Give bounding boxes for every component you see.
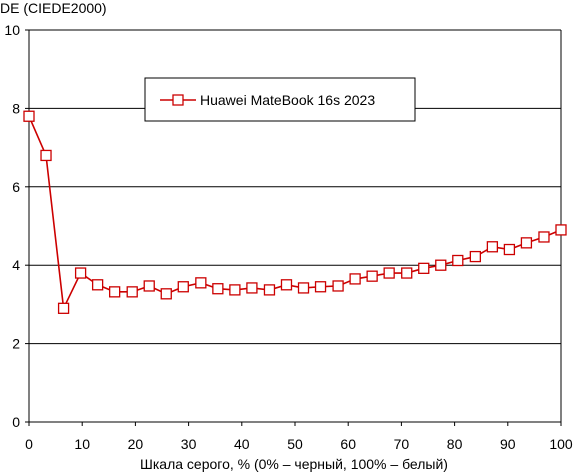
data-point: [503, 243, 516, 256]
data-point: [195, 277, 207, 289]
x-tick-label: 0: [25, 436, 33, 452]
grid-lines: [29, 29, 561, 345]
data-point: [40, 149, 52, 162]
x-tick-label: 70: [394, 436, 410, 452]
data-series: [23, 110, 567, 314]
data-point: [520, 237, 533, 249]
data-point: [418, 262, 430, 274]
data-point: [23, 110, 35, 122]
data-point: [435, 259, 447, 271]
data-point: [538, 231, 550, 243]
data-point: [229, 284, 241, 296]
data-point: [126, 286, 138, 298]
data-point: [109, 286, 121, 298]
data-point: [91, 279, 104, 291]
y-tick-label: 4: [12, 257, 20, 273]
data-point: [280, 279, 293, 291]
data-point: [263, 284, 276, 296]
y-tick-labels: 0 2 4 6 8 10: [4, 22, 29, 430]
data-point: [349, 273, 361, 285]
data-point: [452, 254, 464, 267]
data-point: [297, 282, 310, 294]
x-tick-label: 80: [447, 436, 463, 452]
data-point: [212, 283, 224, 295]
data-point: [383, 267, 395, 279]
data-point: [366, 270, 378, 282]
y-tick-label: 6: [12, 179, 20, 195]
y-tick-label: 0: [12, 414, 20, 430]
y-axis-label: DE (CIEDE2000): [0, 0, 107, 16]
legend-label: Huawei MateBook 16s 2023: [200, 92, 375, 108]
legend-marker: [172, 94, 184, 106]
data-point: [314, 281, 327, 293]
x-axis-label: Шкала серого, % (0% – черный, 100% – бел…: [140, 456, 448, 472]
x-tick-label: 40: [234, 436, 250, 452]
x-tick-label: 10: [74, 436, 90, 452]
data-point: [246, 282, 258, 294]
data-point: [332, 280, 344, 292]
y-tick-label: 10: [4, 22, 20, 38]
data-point: [469, 250, 481, 263]
data-point: [401, 267, 413, 279]
y-tick-label: 8: [12, 100, 20, 116]
x-tick-label: 30: [181, 436, 197, 452]
x-tick-label: 90: [500, 436, 516, 452]
data-point: [555, 224, 567, 236]
y-tick-label: 2: [12, 336, 20, 352]
x-tick-label: 60: [340, 436, 356, 452]
x-tick-label: 50: [287, 436, 303, 452]
data-point: [57, 302, 70, 314]
x-tick-label: 20: [128, 436, 144, 452]
legend: Huawei MateBook 16s 2023: [144, 77, 416, 122]
data-point: [74, 267, 87, 279]
data-point: [177, 281, 189, 293]
x-tick-label: 100: [549, 436, 573, 452]
data-point: [486, 241, 499, 253]
data-point: [160, 288, 172, 300]
series-line: [28, 115, 562, 312]
data-point: [143, 280, 155, 292]
x-tick-labels: 0 10 20 30 40 50 60 70 80 90 100: [25, 422, 573, 452]
